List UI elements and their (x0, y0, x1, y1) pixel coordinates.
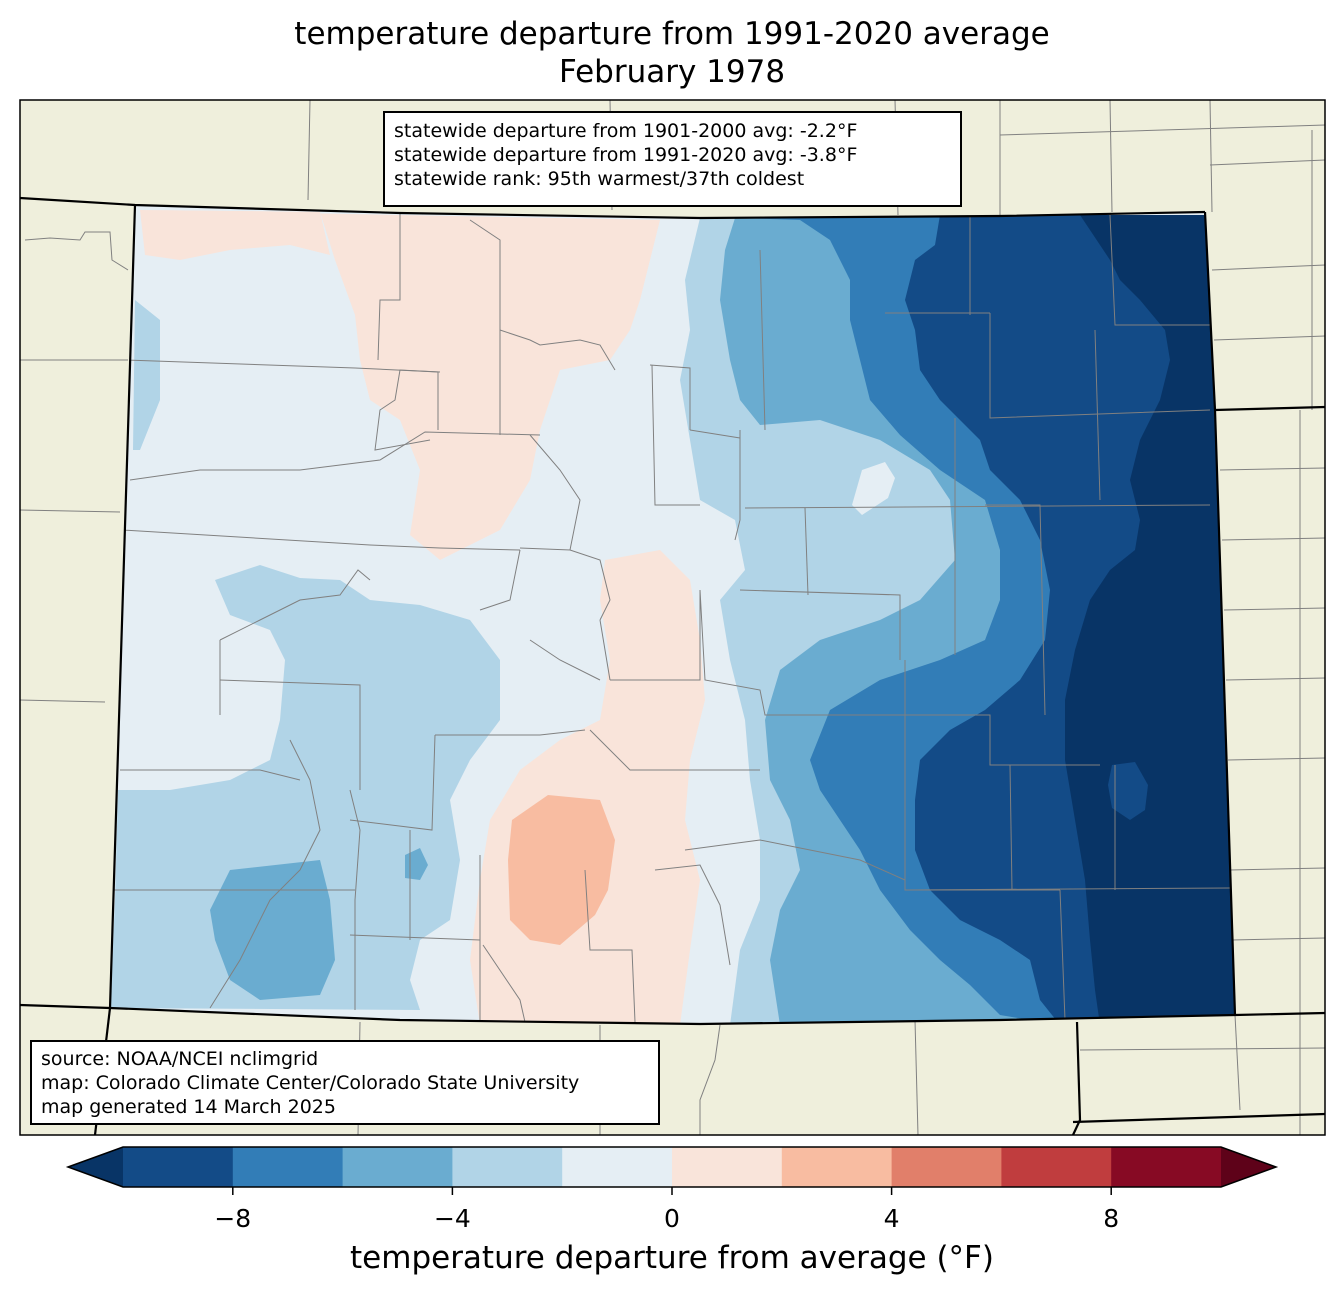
stats-1901-2000: statewide departure from 1901-2000 avg: … (394, 120, 858, 142)
contour-2-to-4 (508, 795, 615, 945)
stats-rank: statewide rank: 95th warmest/37th coldes… (394, 168, 805, 190)
colorbar-tick-label: 0 (664, 1204, 680, 1233)
map-subtitle: February 1978 (558, 54, 786, 90)
contour-minus2-to-minus4-west (110, 565, 500, 1010)
temperature-contours (110, 205, 1235, 1024)
colorado-county-lines (110, 213, 1231, 1023)
colorbar-tick-label: −8 (214, 1204, 252, 1233)
colorbar-segment (452, 1147, 563, 1187)
generated-date-line: map generated 14 March 2025 (41, 1096, 336, 1118)
colorbar-segment (232, 1147, 344, 1187)
state-borders (20, 196, 1325, 1135)
contour-below-minus10 (1065, 215, 1235, 1024)
colorbar-segment (1111, 1147, 1222, 1187)
colorbar-extend-low (68, 1147, 123, 1187)
statewide-stats-box: statewide departure from 1901-2000 avg: … (383, 111, 962, 207)
colorbar-label: temperature departure from average (°F) (350, 1240, 994, 1276)
contour-minus4-to-minus6-spot (405, 848, 428, 880)
colorbar-tick-label: 8 (1103, 1204, 1120, 1233)
colorbar-extend-high (1221, 1147, 1276, 1187)
colorbar-segment (1001, 1147, 1112, 1187)
contour-0-to-minus2-spot (852, 462, 895, 515)
colorbar-segment (123, 1147, 234, 1187)
contour-0-to-2 (140, 210, 660, 560)
colorbar-segment (562, 1147, 673, 1187)
colorbar-outline (65, 1146, 1279, 1188)
contour-minus2-to-minus4-edge (133, 300, 160, 450)
map-frame (19, 99, 1326, 1136)
map-title: temperature departure from 1991-2020 ave… (294, 16, 1050, 52)
contour-minus8-to-minus10-spot (1108, 762, 1148, 820)
colorbar-segment (891, 1147, 1002, 1187)
map-credit-line: map: Colorado Climate Center/Colorado St… (41, 1072, 580, 1094)
colorbar (65, 1146, 1279, 1195)
colorbar-segment (672, 1147, 783, 1187)
colorbar-tick-label: 4 (883, 1204, 900, 1233)
colorbar-tick-label: −4 (433, 1204, 471, 1233)
contour-0-to-2-north (140, 210, 330, 260)
source-line: source: NOAA/NCEI nclimgrid (41, 1048, 319, 1070)
colorbar-segment (342, 1147, 453, 1187)
colorbar-segment (781, 1147, 893, 1187)
stats-1991-2020: statewide departure from 1991-2020 avg: … (394, 144, 858, 166)
contour-minus4-to-minus6-southwest (210, 860, 335, 1000)
source-box: source: NOAA/NCEI nclimgrid map: Colorad… (30, 1040, 660, 1125)
